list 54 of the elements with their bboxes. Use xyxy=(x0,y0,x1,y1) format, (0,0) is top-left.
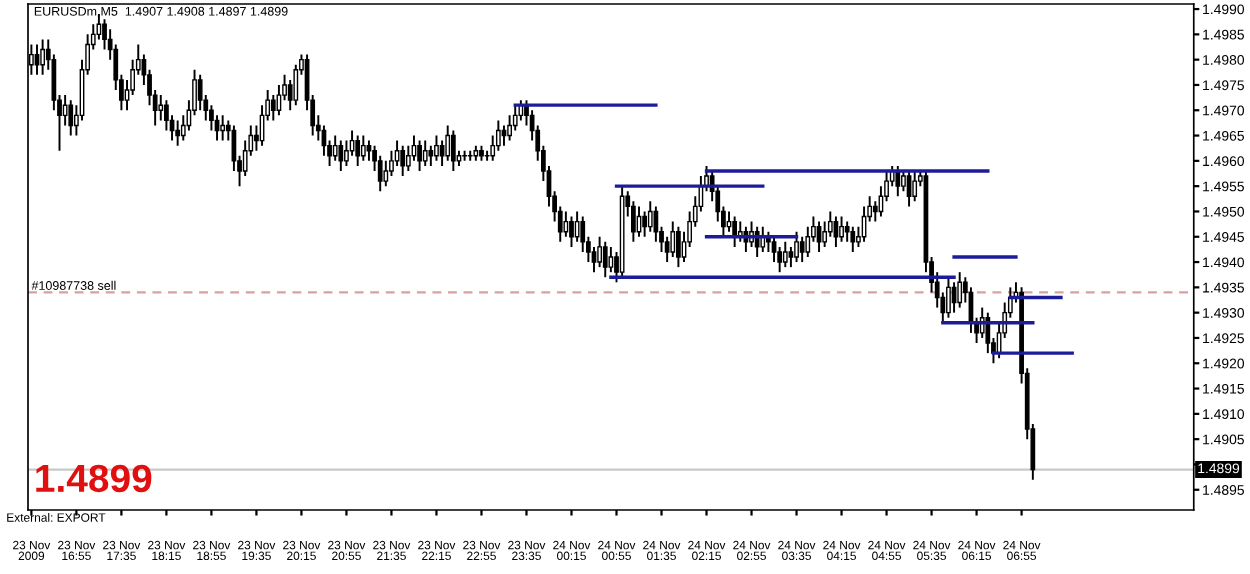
candlestick xyxy=(405,144,411,172)
candlestick xyxy=(360,134,366,162)
candlestick xyxy=(597,235,603,269)
candlestick xyxy=(805,225,811,258)
candlestick xyxy=(62,94,68,127)
candlestick xyxy=(872,200,878,223)
candlestick xyxy=(602,240,608,279)
candlestick xyxy=(293,63,299,107)
candlestick xyxy=(760,225,766,253)
candlestick xyxy=(777,245,783,274)
candlestick xyxy=(383,159,389,188)
annotation: 1.4899 xyxy=(36,464,152,493)
candlestick xyxy=(794,230,799,264)
candlestick xyxy=(389,149,394,178)
candlestick xyxy=(68,99,74,137)
candlestick xyxy=(647,200,653,233)
candlestick xyxy=(332,134,338,162)
candlestick xyxy=(839,215,844,243)
candlestick xyxy=(507,114,512,142)
candlestick xyxy=(771,235,777,264)
candlestick xyxy=(799,235,805,264)
candlestick xyxy=(175,119,181,147)
candlestick xyxy=(664,235,670,264)
candlestick xyxy=(355,134,361,167)
candlestick xyxy=(434,134,439,162)
candlestick xyxy=(462,149,467,162)
candlestick xyxy=(40,38,46,76)
candlestick xyxy=(732,215,738,248)
candlestick xyxy=(608,245,614,274)
candlestick xyxy=(428,144,434,167)
candlestick xyxy=(912,170,918,203)
candlestick xyxy=(985,311,991,355)
candlestick xyxy=(782,240,788,269)
candlestick xyxy=(895,164,901,198)
candlestick xyxy=(377,154,383,193)
candlestick xyxy=(957,271,963,309)
candlestick xyxy=(417,139,422,172)
candlestick xyxy=(946,276,951,319)
candlestick xyxy=(344,139,349,167)
candlestick xyxy=(338,139,344,172)
candlestick xyxy=(574,210,580,243)
candlestick xyxy=(569,215,574,248)
candlestick xyxy=(467,149,473,162)
candlestick xyxy=(400,144,406,178)
candlestick xyxy=(788,245,794,269)
candlestick xyxy=(676,225,681,269)
candlestick xyxy=(563,210,569,238)
candlestick xyxy=(591,245,597,274)
candlestick xyxy=(450,129,456,172)
candlestick xyxy=(197,73,203,112)
candlestick xyxy=(850,225,856,253)
candlestick xyxy=(422,139,428,167)
candlestick xyxy=(270,94,276,122)
candlestick xyxy=(220,114,226,142)
